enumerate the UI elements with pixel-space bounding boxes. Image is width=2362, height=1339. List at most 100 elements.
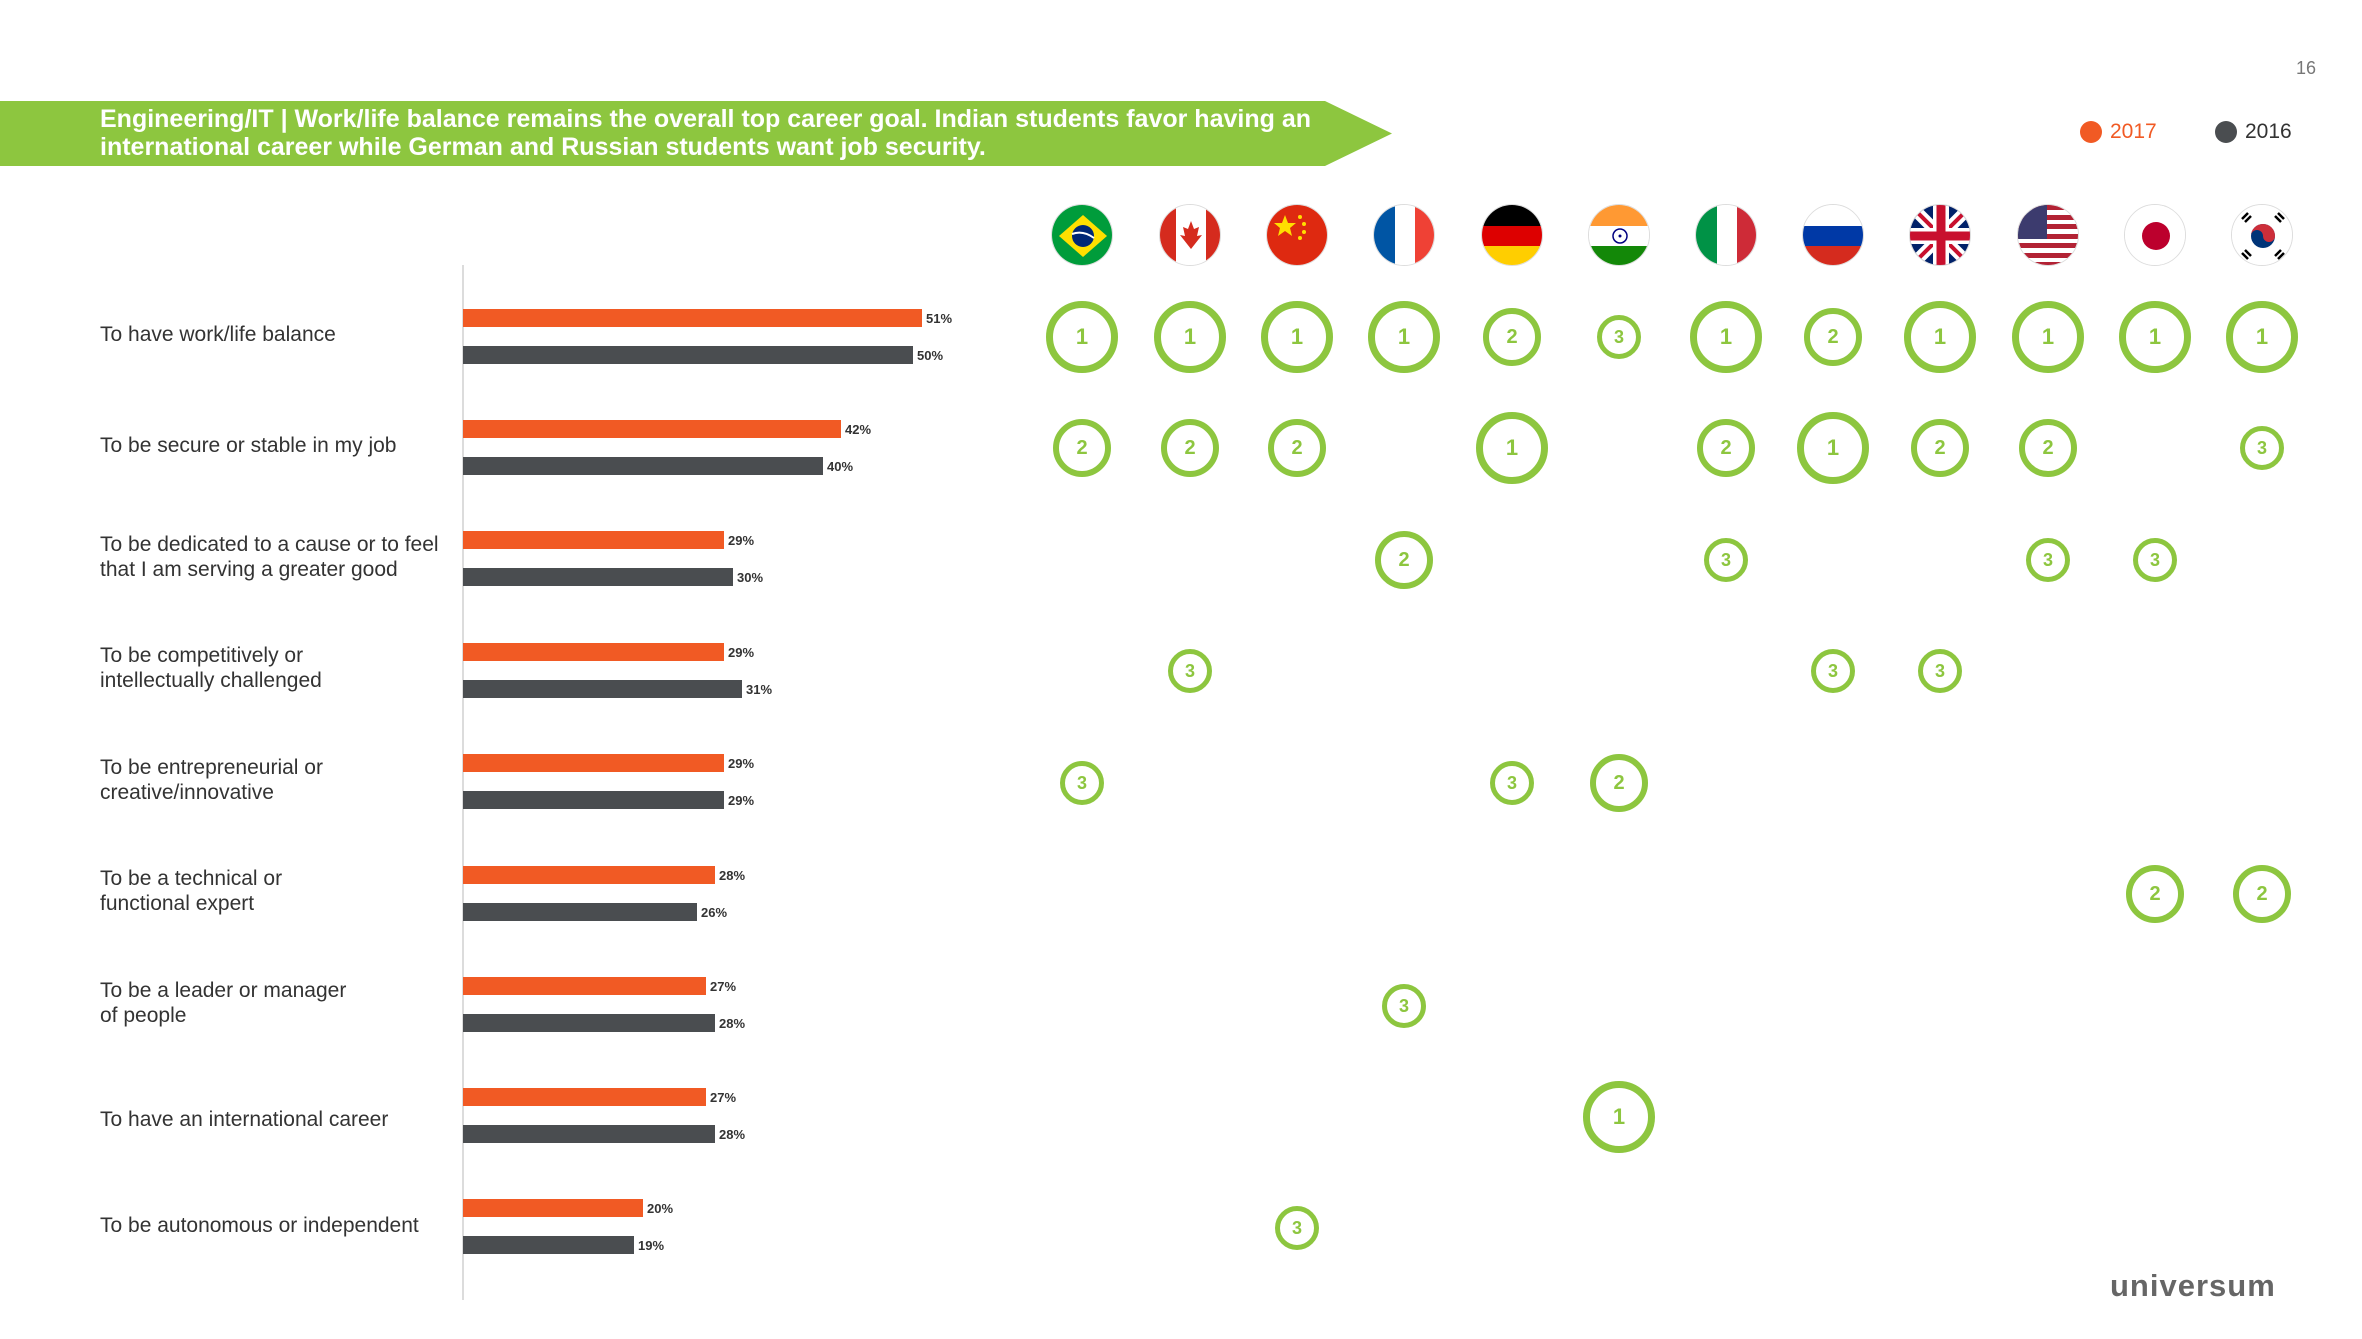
rank-badge: 1 (1368, 301, 1440, 373)
rank-badge: 2 (1911, 419, 1969, 477)
rank-badge: 3 (1275, 1206, 1319, 1250)
rank-badge: 3 (1490, 761, 1534, 805)
rank-badge: 1 (2226, 301, 2298, 373)
bar-2017 (463, 1199, 643, 1217)
bar-2016 (463, 346, 913, 364)
title-banner: Engineering/IT | Work/life balance remai… (0, 101, 1392, 166)
legend-swatch-2016 (2215, 121, 2237, 143)
rank-badge: 1 (2012, 301, 2084, 373)
rank-badge: 2 (1483, 308, 1541, 366)
rank-badge: 2 (1697, 419, 1755, 477)
china-flag-icon (1266, 204, 1328, 266)
rank-badge: 2 (2019, 419, 2077, 477)
bar-value-label: 27% (710, 979, 736, 994)
rank-badge: 2 (1590, 754, 1648, 812)
bar-2016 (463, 1125, 715, 1143)
rank-badge: 3 (1168, 649, 1212, 693)
rank-badge: 1 (1476, 412, 1548, 484)
bar-2016 (463, 1014, 715, 1032)
bar-value-label: 28% (719, 868, 745, 883)
legend-item-2016: 2016 (2215, 120, 2292, 144)
russia-flag-icon (1802, 204, 1864, 266)
japan-flag-icon (2124, 204, 2186, 266)
category-label: To be secure or stable in my job (100, 434, 397, 457)
bar-value-label: 31% (746, 682, 772, 697)
rank-badge: 2 (1268, 419, 1326, 477)
rank-badge: 2 (2126, 865, 2184, 923)
brazil-flag-icon (1051, 204, 1113, 266)
bar-value-label: 42% (845, 422, 871, 437)
india-flag-icon (1588, 204, 1650, 266)
bar-2016 (463, 791, 724, 809)
bar-value-label: 29% (728, 793, 754, 808)
rank-badge: 3 (1918, 649, 1962, 693)
bar-2017 (463, 754, 724, 772)
legend-label-2017: 2017 (2110, 120, 2157, 143)
category-label: To have work/life balance (100, 323, 336, 346)
bar-value-label: 51% (926, 311, 952, 326)
rank-badge: 1 (1583, 1081, 1655, 1153)
rank-badge: 3 (1060, 761, 1104, 805)
bar-2017 (463, 420, 841, 438)
rank-badge: 1 (1261, 301, 1333, 373)
rank-badge: 3 (1382, 984, 1426, 1028)
bar-value-label: 19% (638, 1238, 664, 1253)
legend-swatch-2017 (2080, 121, 2102, 143)
bar-value-label: 30% (737, 570, 763, 585)
rank-badge: 1 (1797, 412, 1869, 484)
rank-badge: 3 (1811, 649, 1855, 693)
rank-badge: 2 (1804, 308, 1862, 366)
bar-2017 (463, 643, 724, 661)
bar-2016 (463, 680, 742, 698)
bar-2017 (463, 531, 724, 549)
category-label: To be entrepreneurial or creative/innova… (100, 756, 323, 804)
italy-flag-icon (1695, 204, 1757, 266)
rank-badge: 1 (1904, 301, 1976, 373)
usa-flag-icon (2017, 204, 2079, 266)
bar-2017 (463, 866, 715, 884)
bar-value-label: 29% (728, 533, 754, 548)
bar-value-label: 29% (728, 756, 754, 771)
bar-2017 (463, 977, 706, 995)
uk-flag-icon (1909, 204, 1971, 266)
rank-badge: 1 (2119, 301, 2191, 373)
rank-badge: 3 (2133, 538, 2177, 582)
rank-badge: 2 (1161, 419, 1219, 477)
rank-badge: 3 (2026, 538, 2070, 582)
bar-value-label: 27% (710, 1090, 736, 1105)
rank-badge: 1 (1690, 301, 1762, 373)
bar-value-label: 26% (701, 905, 727, 920)
rank-badge: 1 (1046, 301, 1118, 373)
bar-2017 (463, 1088, 706, 1106)
rank-badge: 2 (2233, 865, 2291, 923)
category-label: To be competitively or intellectually ch… (100, 644, 322, 692)
page-title: Engineering/IT | Work/life balance remai… (100, 105, 1311, 161)
bar-2016 (463, 568, 733, 586)
bar-value-label: 29% (728, 645, 754, 660)
category-label: To be dedicated to a cause or to feel th… (100, 533, 439, 581)
rank-badge: 2 (1375, 531, 1433, 589)
bar-value-label: 50% (917, 348, 943, 363)
banner-arrow-shape (0, 101, 1392, 166)
rank-badge: 2 (1053, 419, 1111, 477)
bar-value-label: 40% (827, 459, 853, 474)
rank-badge: 3 (2240, 426, 2284, 470)
bar-value-label: 28% (719, 1016, 745, 1031)
south-korea-flag-icon (2231, 204, 2293, 266)
legend-item-2017: 2017 (2080, 120, 2157, 144)
legend-label-2016: 2016 (2245, 120, 2292, 143)
bar-chart: 51% 42% 29% 29% 29% 28% 27% 27% 20% 50% 40% 30% 31% 2… (462, 265, 952, 1300)
category-label: To have an international career (100, 1108, 389, 1131)
bar-2017 (463, 309, 922, 327)
category-label: To be a technical or functional expert (100, 867, 283, 915)
bar-2016 (463, 1236, 634, 1254)
bar-value-label: 20% (647, 1201, 673, 1216)
france-flag-icon (1373, 204, 1435, 266)
category-label: To be autonomous or independent (100, 1214, 419, 1237)
bar-2016 (463, 457, 823, 475)
rank-badge: 1 (1154, 301, 1226, 373)
universum-logo: universum (2110, 1268, 2276, 1303)
rank-badge: 3 (1704, 538, 1748, 582)
page-number: 16 (2295, 58, 2316, 78)
bar-2016 (463, 903, 697, 921)
